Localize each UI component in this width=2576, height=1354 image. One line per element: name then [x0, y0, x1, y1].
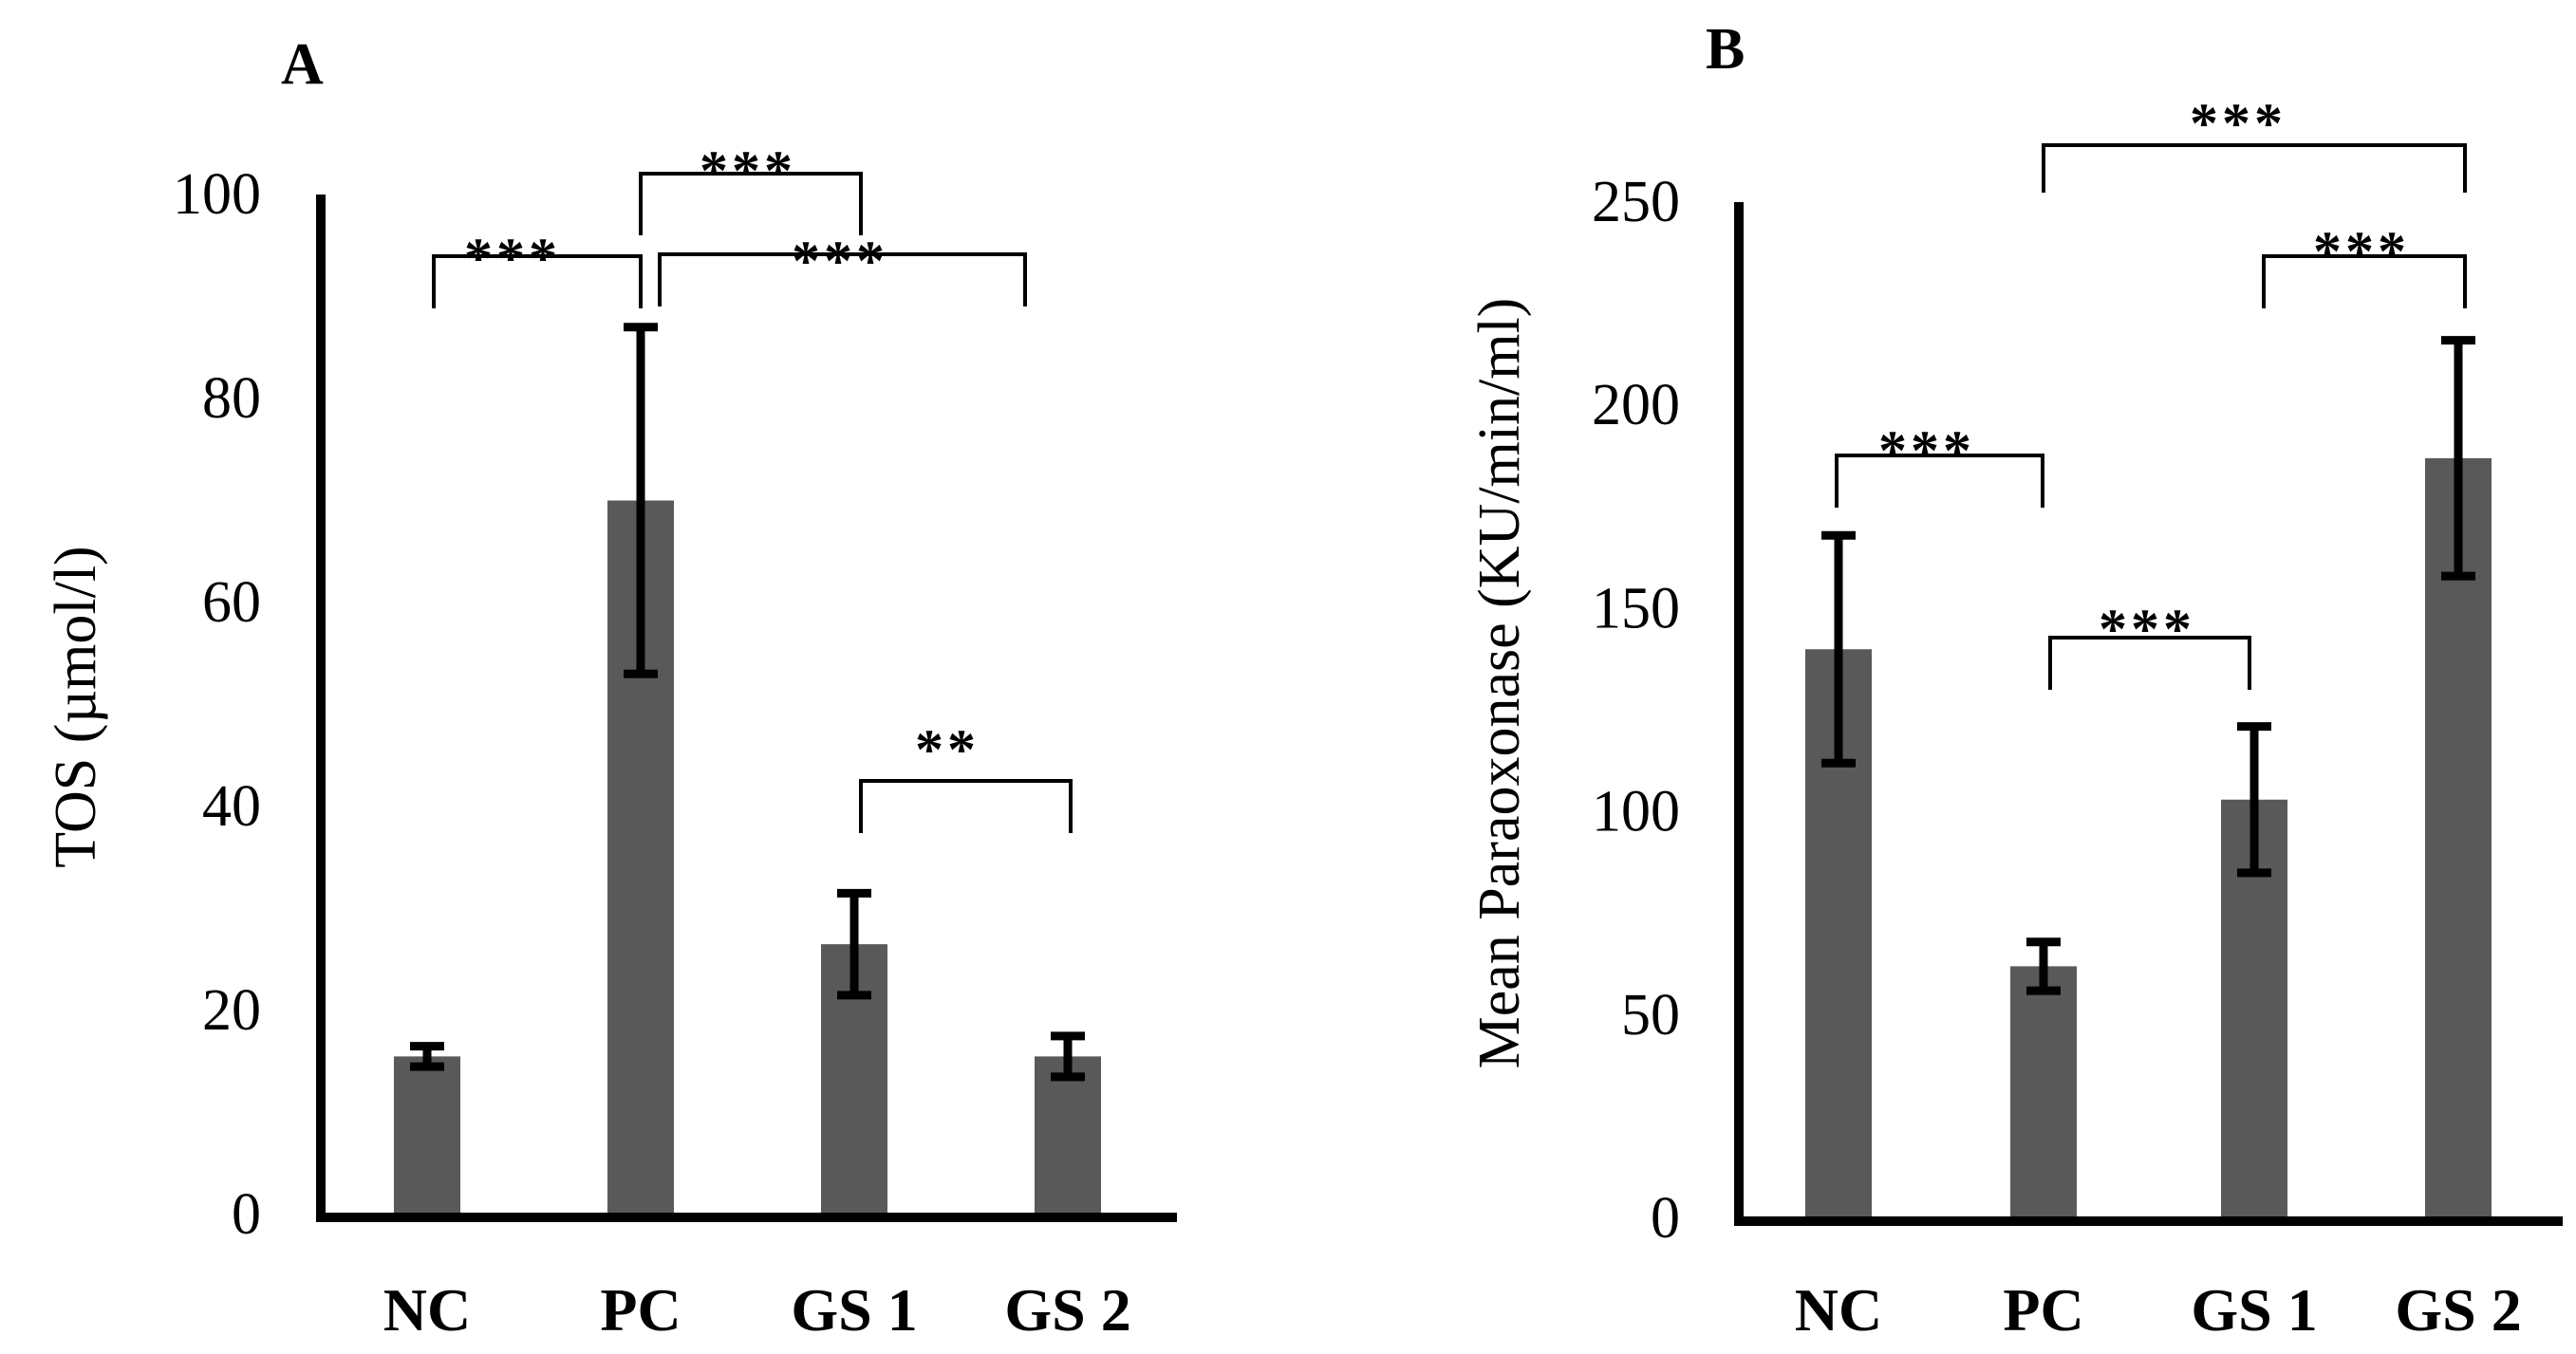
bar-pc — [2010, 966, 2077, 1218]
x-tick-label: PC — [600, 1276, 681, 1344]
y-axis-label: TOS (µmol/l) — [44, 546, 108, 867]
y-tick-label: 200 — [1592, 373, 1680, 437]
y-tick-label: 60 — [202, 570, 261, 635]
significance-label: *** — [2099, 598, 2195, 660]
error-bar — [1051, 1031, 1085, 1082]
panel-b: B Mean Paraoxonase (KU/min/ml) 0 50 100 150 20… — [1467, 17, 2563, 1344]
error-bar — [2237, 722, 2271, 878]
error-bar — [2026, 937, 2061, 995]
error-bar — [837, 888, 871, 1000]
y-tick-label: 150 — [1592, 576, 1680, 640]
significance-bracket — [1835, 454, 2044, 508]
y-tick-label: 0 — [1651, 1186, 1680, 1251]
y-tick-label: 40 — [202, 774, 261, 839]
axes — [1734, 202, 2563, 1226]
x-tick-label: GS 1 — [791, 1276, 917, 1344]
significance-label: *** — [464, 227, 561, 289]
y-tick-label: 20 — [202, 978, 261, 1043]
significance-bracket — [859, 779, 1073, 833]
y-axis-label: Mean Paraoxonase (KU/min/ml) — [1467, 298, 1532, 1069]
error-bar — [2441, 336, 2475, 581]
error-bar — [410, 1042, 444, 1071]
y-tick-label: 50 — [1621, 983, 1680, 1048]
significance-bracket — [432, 254, 643, 308]
x-tick-label: GS 2 — [1004, 1276, 1130, 1344]
y-tick-label: 250 — [1592, 170, 1680, 234]
y-tick-label: 80 — [202, 366, 261, 431]
significance-bracket — [2042, 143, 2467, 193]
bar-gs2 — [2425, 457, 2492, 1219]
y-tick-label: 100 — [1592, 780, 1680, 844]
significance-label: *** — [1878, 419, 1975, 482]
axes — [316, 195, 1177, 1222]
x-tick-label: NC — [383, 1276, 471, 1344]
significance-bracket — [658, 252, 1027, 306]
error-bar — [1821, 530, 1856, 768]
panel-letter: B — [1706, 17, 1745, 82]
error-bar — [624, 323, 658, 678]
significance-label: *** — [792, 230, 888, 292]
significance-bracket — [2048, 636, 2251, 690]
x-tick-label: PC — [2003, 1276, 2083, 1344]
x-tick-label: GS 2 — [2395, 1276, 2521, 1344]
x-tick-label: GS 1 — [2191, 1276, 2317, 1344]
bar-nc — [394, 1056, 460, 1215]
significance-bracket — [639, 172, 863, 235]
significance-bracket — [2262, 254, 2467, 308]
significance-label: *** — [700, 139, 796, 202]
y-tick-label: 0 — [232, 1182, 261, 1247]
panel-letter: A — [281, 32, 324, 97]
significance-label: ** — [915, 718, 980, 781]
significance-label: *** — [2190, 92, 2287, 155]
significance-label: *** — [2313, 220, 2410, 283]
bar-gs2 — [1035, 1056, 1101, 1215]
x-tick-label: NC — [1795, 1276, 1882, 1344]
y-tick-label: 100 — [173, 162, 261, 227]
